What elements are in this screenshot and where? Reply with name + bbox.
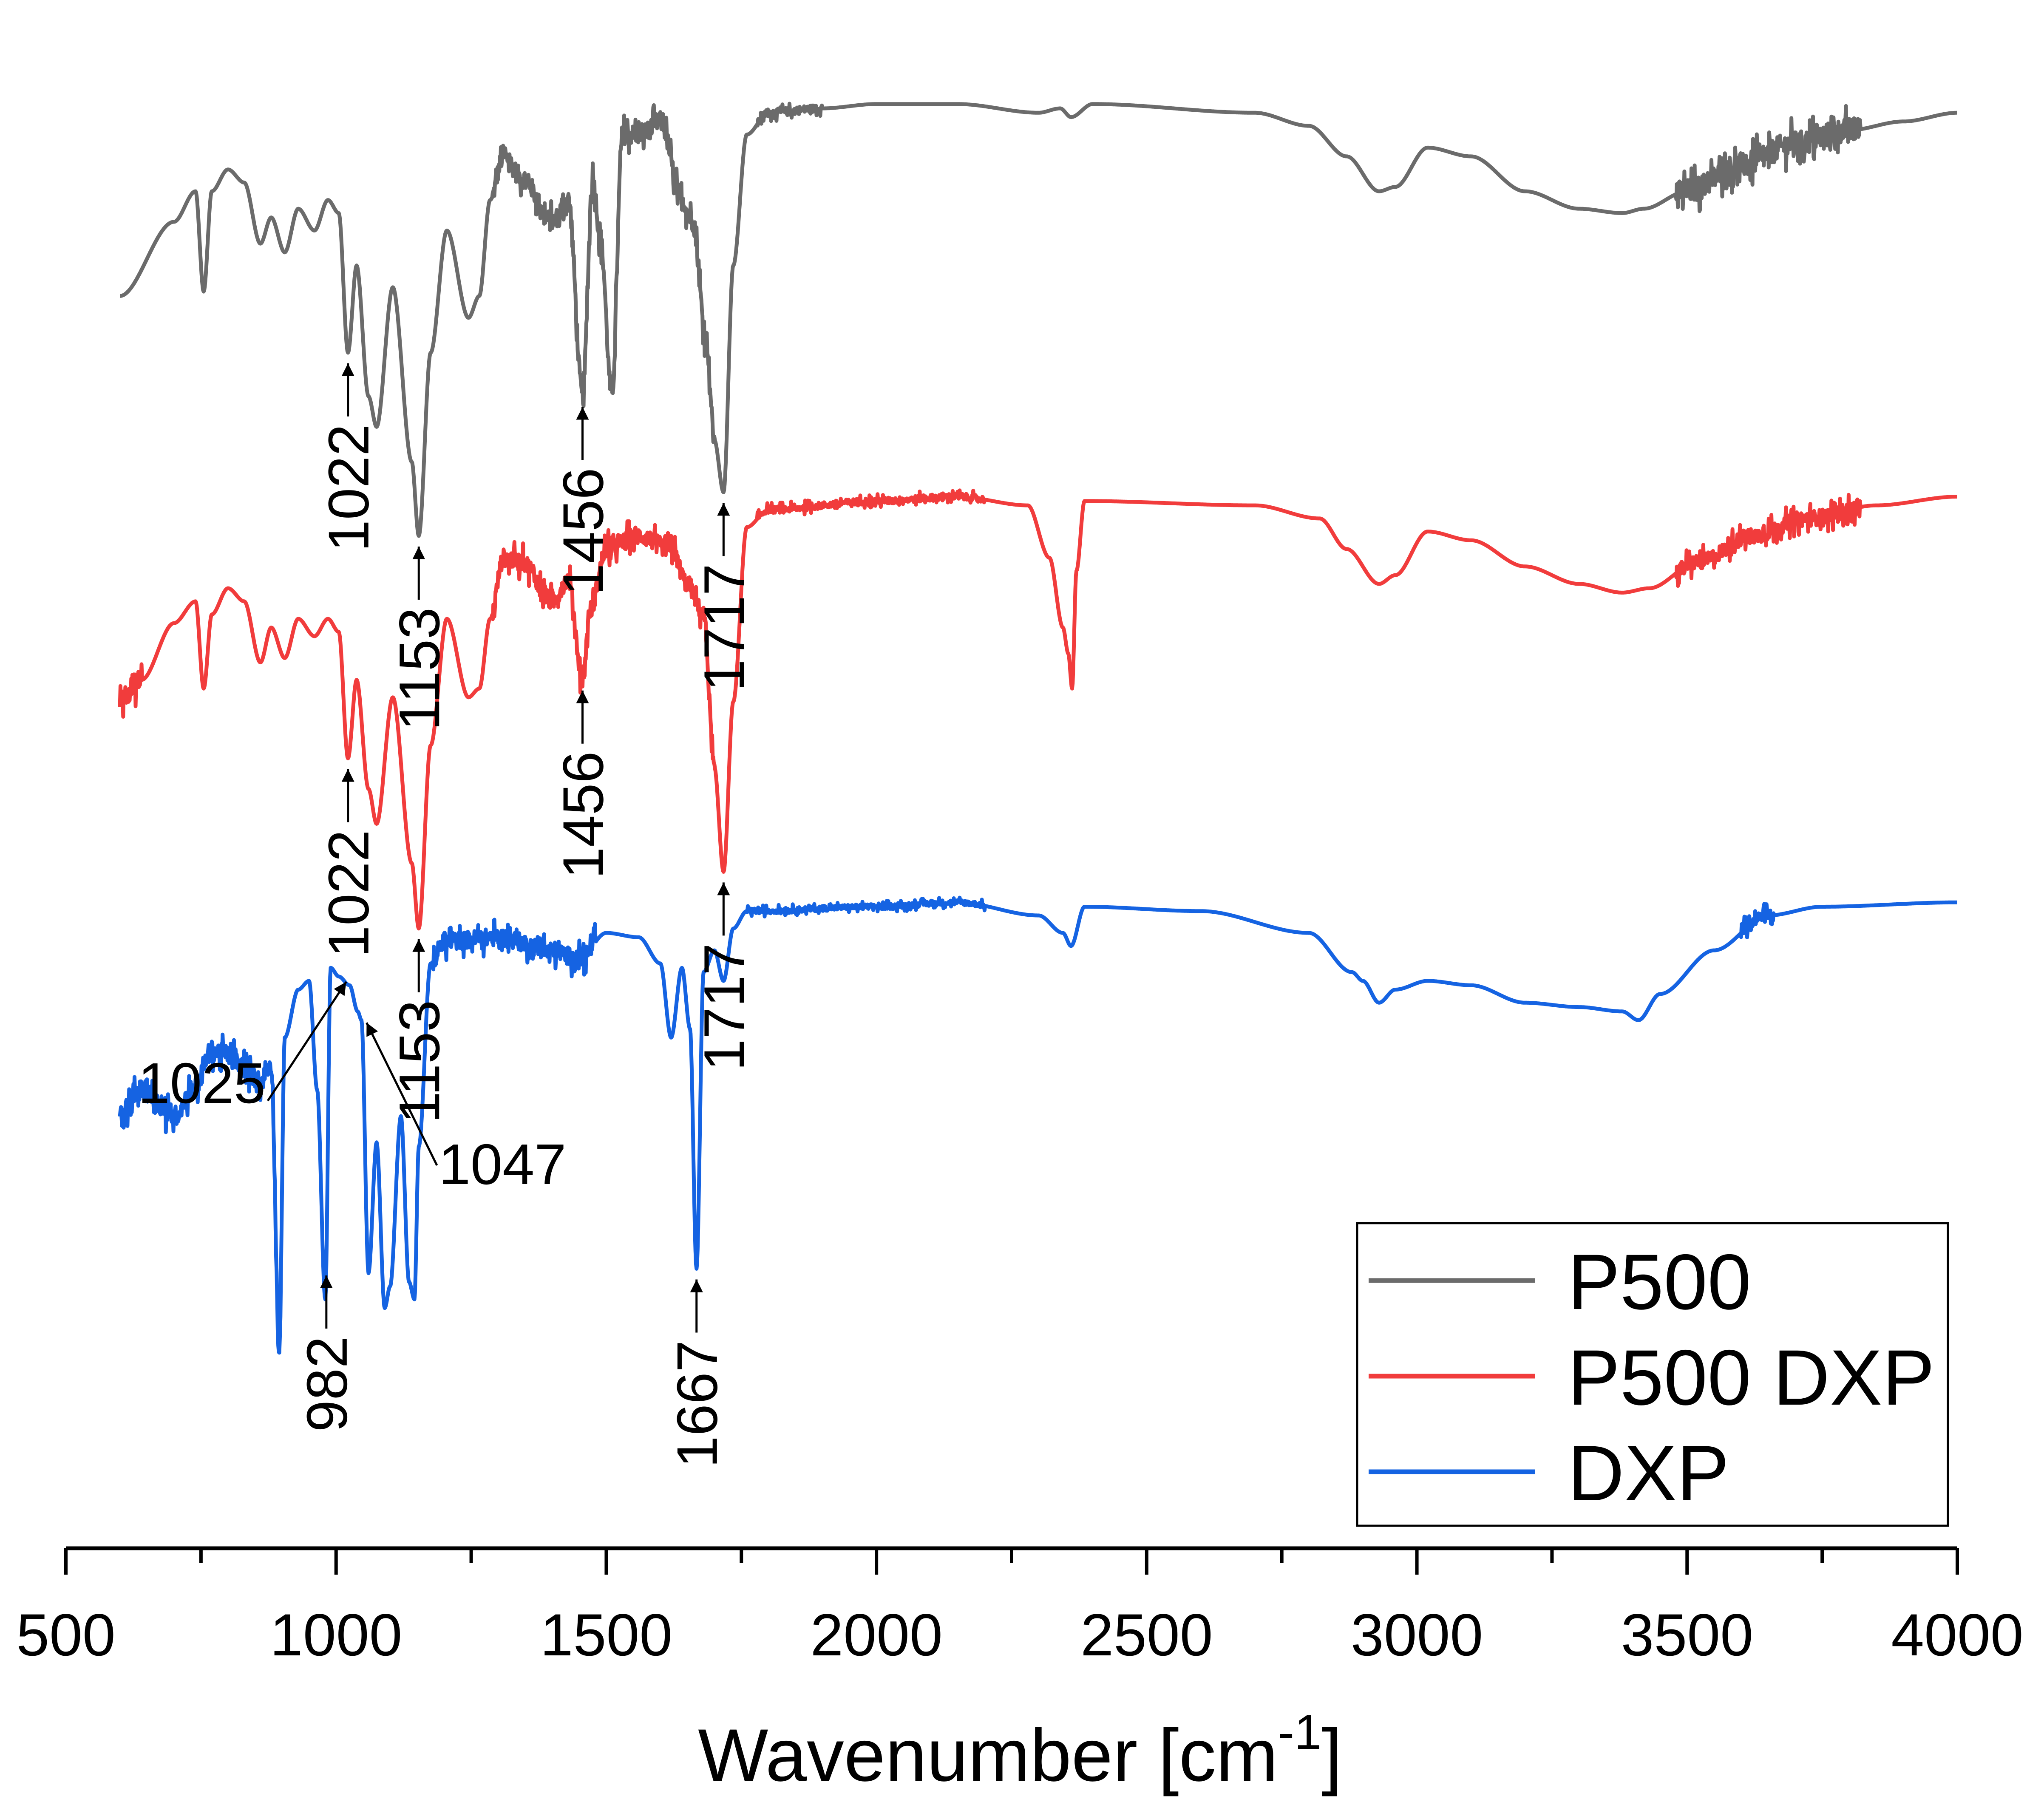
peak-annotation-dxp-982: 982 bbox=[295, 1275, 359, 1432]
peak-annotation-p500-dxp-1456: 1456 bbox=[551, 690, 615, 879]
peak-label: 1047 bbox=[439, 1132, 566, 1196]
peak-label: 1456 bbox=[551, 751, 615, 879]
peak-label: 1022 bbox=[317, 424, 381, 552]
x-tick-label-1000: 1000 bbox=[270, 1601, 402, 1668]
legend-label-dxp: DXP bbox=[1568, 1430, 1729, 1517]
series-line-p500 bbox=[118, 102, 1959, 538]
x-axis-tick-labels: 500 1000 1500 2000 2500 3000 3500 4000 bbox=[16, 1601, 2024, 1668]
legend-label-p500: P500 bbox=[1568, 1238, 1751, 1326]
peak-annotation-p500-1456: 1456 bbox=[551, 407, 615, 595]
x-tick-label-4000: 4000 bbox=[1891, 1601, 2023, 1668]
legend-entry-p500-dxp: P500 DXP bbox=[1369, 1334, 1935, 1422]
peak-label: 1456 bbox=[551, 468, 615, 595]
legend: P500 P500 DXP DXP bbox=[1356, 1222, 1949, 1527]
legend-label-p500-dxp: P500 DXP bbox=[1568, 1334, 1935, 1422]
series-line-dxp bbox=[118, 895, 1959, 1355]
series-line-p500-dxp bbox=[118, 488, 1959, 931]
peak-annotation-dxp-1667: 1667 bbox=[665, 1279, 729, 1468]
peak-label: 982 bbox=[295, 1336, 359, 1432]
peak-annotation-p500-dxp-1022: 1022 bbox=[317, 769, 381, 958]
legend-entry-p500: P500 bbox=[1369, 1238, 1751, 1326]
peak-annotation-p500-1153: 1153 bbox=[387, 546, 451, 731]
peak-arrow bbox=[266, 981, 347, 1102]
x-tick-label-2500: 2500 bbox=[1080, 1601, 1213, 1668]
peak-label: 1153 bbox=[387, 607, 451, 731]
peak-label: 1022 bbox=[317, 830, 381, 957]
peak-annotation-p500-1022: 1022 bbox=[317, 363, 381, 552]
peak-annotation-p500-dxp-1717: 1717 bbox=[692, 882, 756, 1071]
x-tick-label-2000: 2000 bbox=[810, 1601, 942, 1668]
peak-label: 1153 bbox=[387, 1000, 451, 1123]
x-axis: 500 1000 1500 2000 2500 3000 3500 4000 Wavenumb… bbox=[16, 1546, 2024, 1797]
x-axis-ticks bbox=[64, 1548, 1959, 1575]
x-axis-label: Wavenumber [cm-1] bbox=[698, 1705, 1342, 1797]
peak-label: 1717 bbox=[692, 564, 756, 691]
legend-entry-dxp: DXP bbox=[1369, 1430, 1729, 1517]
peak-label: 1025 bbox=[138, 1051, 266, 1115]
peak-annotation-dxp-1047: 1047 bbox=[366, 1022, 566, 1196]
peak-label: 1667 bbox=[665, 1340, 729, 1468]
x-tick-label-500: 500 bbox=[16, 1601, 116, 1668]
peak-arrow bbox=[366, 1022, 438, 1166]
peak-annotation-p500-dxp-1153: 1153 bbox=[387, 939, 451, 1123]
x-tick-label-3000: 3000 bbox=[1351, 1601, 1483, 1668]
x-tick-label-1500: 1500 bbox=[540, 1601, 672, 1668]
peak-annotation-dxp-1025: 1025 bbox=[138, 981, 347, 1115]
peak-label: 1717 bbox=[692, 943, 756, 1071]
series-layer bbox=[118, 102, 1959, 1355]
x-tick-label-3500: 3500 bbox=[1621, 1601, 1753, 1668]
peak-annotation-p500-1717: 1717 bbox=[692, 503, 756, 691]
